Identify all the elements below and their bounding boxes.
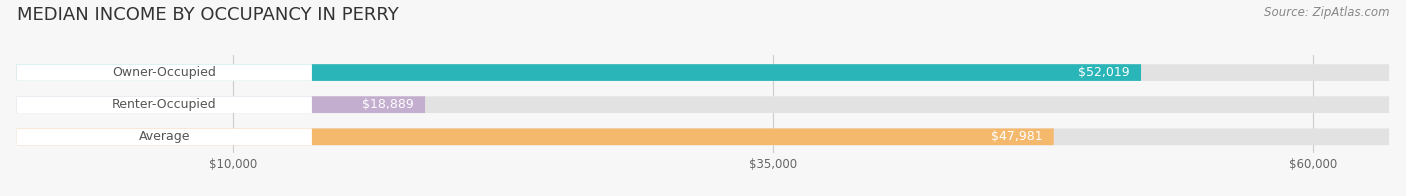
Text: Owner-Occupied: Owner-Occupied [112,66,217,79]
Text: MEDIAN INCOME BY OCCUPANCY IN PERRY: MEDIAN INCOME BY OCCUPANCY IN PERRY [17,6,399,24]
FancyBboxPatch shape [17,128,1053,145]
FancyBboxPatch shape [17,64,1389,81]
Text: $52,019: $52,019 [1078,66,1130,79]
FancyBboxPatch shape [17,64,1142,81]
Text: $18,889: $18,889 [363,98,415,111]
FancyBboxPatch shape [17,64,312,81]
FancyBboxPatch shape [17,96,425,113]
Text: Source: ZipAtlas.com: Source: ZipAtlas.com [1264,6,1389,19]
FancyBboxPatch shape [17,128,1389,145]
FancyBboxPatch shape [17,96,312,113]
Text: $47,981: $47,981 [991,130,1043,143]
Text: Average: Average [139,130,190,143]
Text: Renter-Occupied: Renter-Occupied [112,98,217,111]
FancyBboxPatch shape [17,128,312,145]
FancyBboxPatch shape [17,96,1389,113]
